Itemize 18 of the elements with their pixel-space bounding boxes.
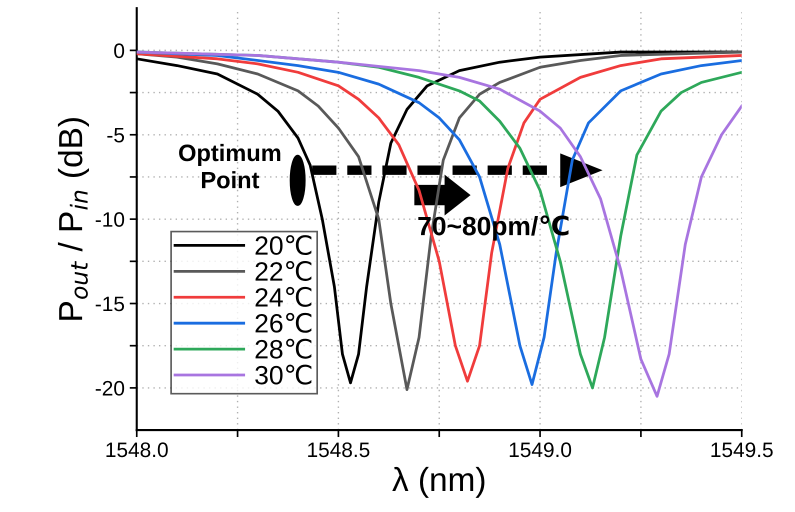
x-tick-label: 1549.0 bbox=[510, 442, 572, 458]
y-tick-label: 0 bbox=[114, 43, 124, 58]
y-tick-label: -20 bbox=[96, 380, 124, 396]
legend-label: 28℃ bbox=[256, 338, 312, 359]
x-tick-label: 1548.5 bbox=[308, 442, 370, 458]
legend-label: 20℃ bbox=[256, 235, 312, 256]
x-tick-label: 1548.0 bbox=[106, 442, 168, 458]
y-tick-label: -15 bbox=[96, 296, 124, 312]
x-tick-label: 1549.5 bbox=[711, 442, 773, 458]
legend-label: 22℃ bbox=[256, 260, 312, 281]
y-axis-title: P$_{out}$ / P$_{in}$ (dB) bbox=[58, 118, 89, 320]
legend-label: 26℃ bbox=[256, 312, 312, 333]
x-axis-title: λ (nm) bbox=[392, 466, 484, 498]
annotation: Optimum Point bbox=[179, 144, 280, 188]
y-tick-label: -5 bbox=[107, 128, 124, 143]
y-tick-label: -10 bbox=[96, 212, 124, 227]
legend-label: 24℃ bbox=[256, 286, 312, 307]
legend-label: 30℃ bbox=[255, 364, 312, 385]
